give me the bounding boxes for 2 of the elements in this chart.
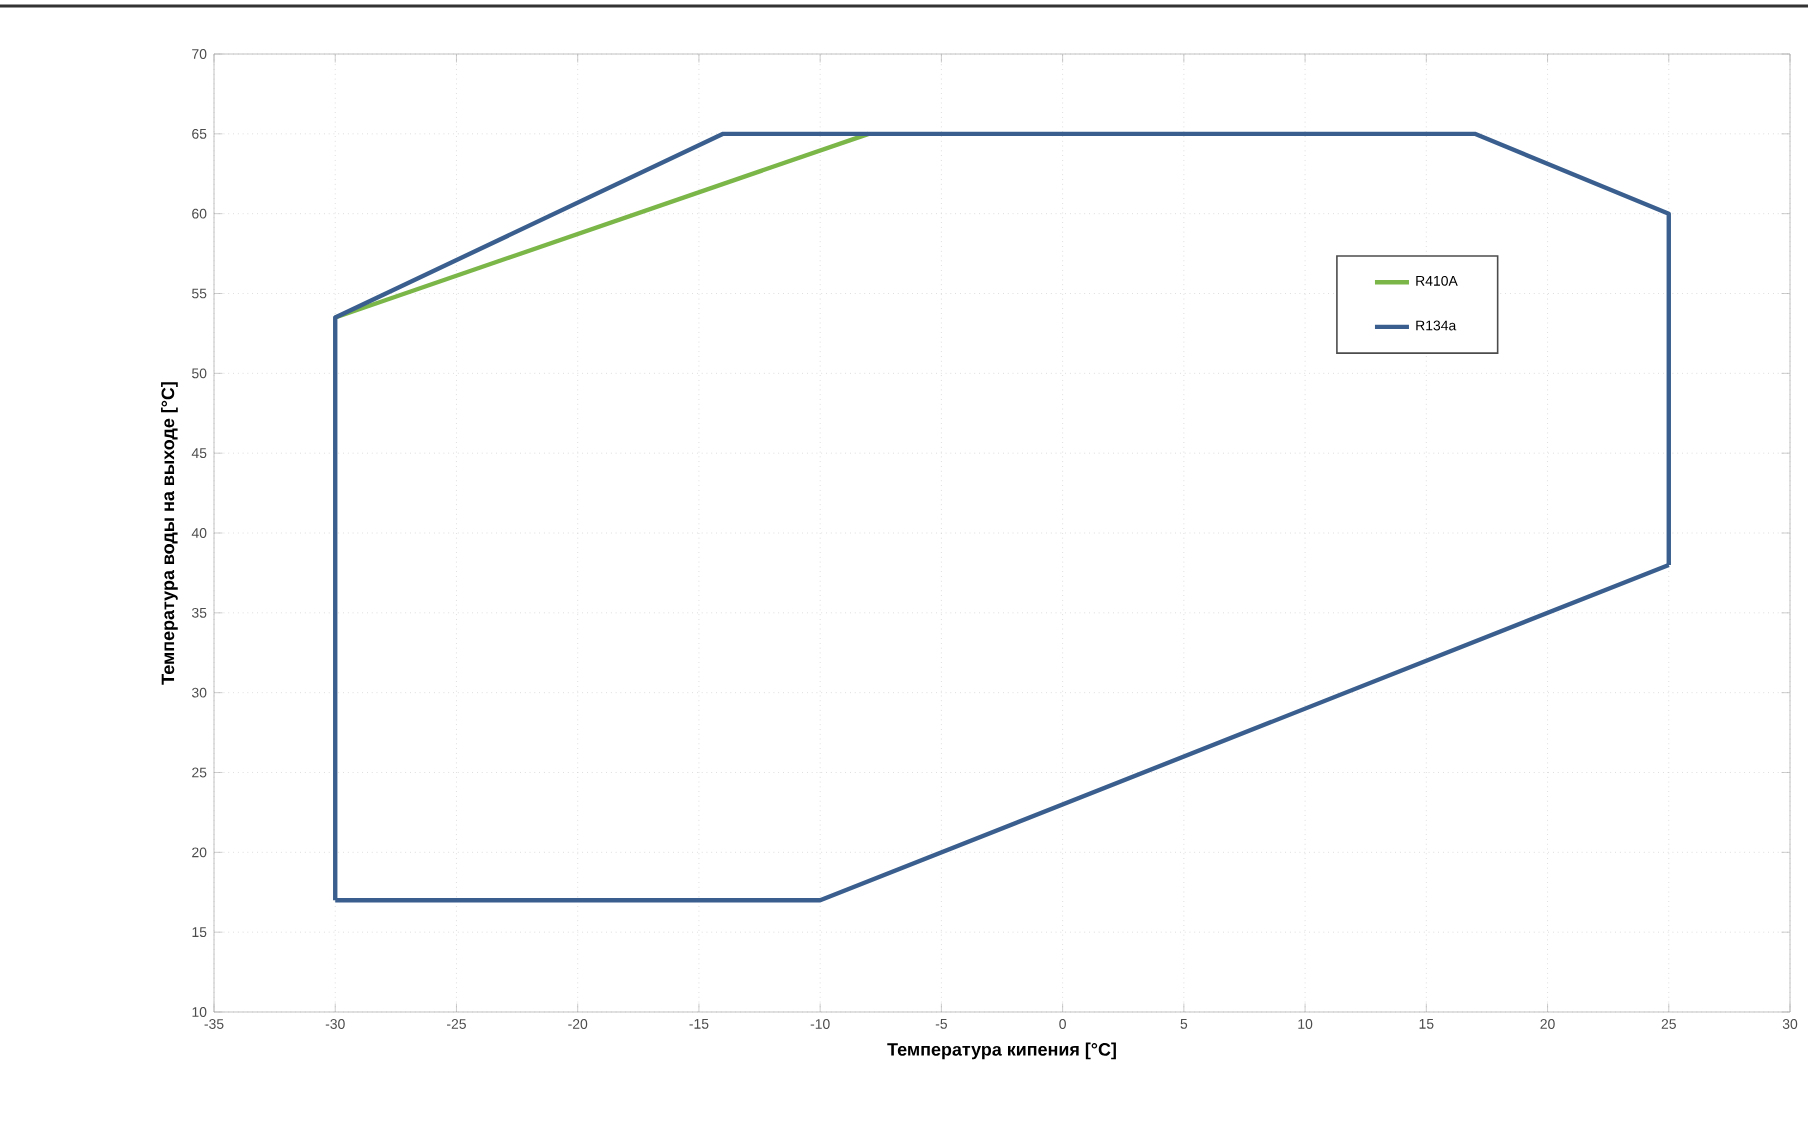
- y-axis-title: Температура воды на выходе [°C]: [161, 382, 178, 685]
- x-axis-title: Температура кипения [°C]: [887, 1042, 1116, 1060]
